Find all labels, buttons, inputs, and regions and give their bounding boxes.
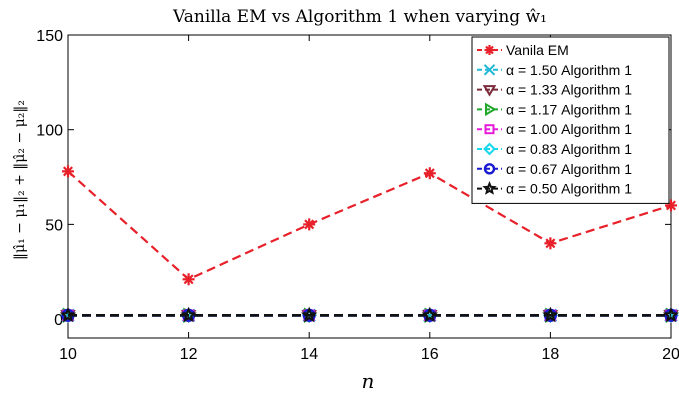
axes: 10 12 14 16 18 20 0 50 100 150 <box>36 28 679 363</box>
legend: Vanila EM α = 1.50 Algorithm 1 α = 1.33 Al… <box>471 36 670 204</box>
data-point <box>301 306 318 323</box>
y-tick-label: 100 <box>36 123 63 140</box>
legend-entry: α = 0.67 Algorithm 1 <box>477 161 632 177</box>
legend-entry: Vanila EM <box>477 42 569 58</box>
legend-marker <box>483 142 496 156</box>
legend-entry: α = 1.33 Algorithm 1 <box>477 82 632 98</box>
series-7 <box>59 306 679 323</box>
legend-label: α = 0.50 Algorithm 1 <box>506 181 632 197</box>
legend-label: α = 1.50 Algorithm 1 <box>506 62 632 78</box>
legend-entry: α = 0.83 Algorithm 1 <box>477 141 632 157</box>
x-tick-label: 20 <box>662 346 679 363</box>
y-tick-label: 0 <box>54 312 63 329</box>
legend-box <box>471 36 670 204</box>
data-point <box>303 218 316 231</box>
legend-label: α = 0.67 Algorithm 1 <box>506 161 632 177</box>
x-tick-label: 14 <box>300 346 318 363</box>
data-point <box>182 273 195 286</box>
x-tick-label: 16 <box>421 346 439 363</box>
x-axis-label: n <box>362 369 375 393</box>
data-point <box>59 306 77 323</box>
legend-label: α = 0.83 Algorithm 1 <box>506 141 632 157</box>
legend-label: α = 1.33 Algorithm 1 <box>506 82 632 98</box>
legend-marker <box>483 64 496 76</box>
legend-marker <box>482 85 497 97</box>
legend-entry: α = 1.17 Algorithm 1 <box>477 101 632 117</box>
legend-label: Vanila EM <box>506 42 569 58</box>
legend-marker <box>484 45 495 55</box>
data-point <box>423 167 436 180</box>
legend-entry: α = 0.50 Algorithm 1 <box>477 181 632 197</box>
data-point <box>62 165 74 178</box>
axes-box <box>67 34 672 339</box>
series-line <box>67 170 672 281</box>
legend-marker <box>485 102 497 117</box>
legend-label: α = 1.17 Algorithm 1 <box>506 101 632 117</box>
legend-label: α = 1.00 Algorithm 1 <box>506 121 632 137</box>
x-tick-label: 18 <box>542 346 560 363</box>
y-axis-label: ‖μ̂₁ − μ₁‖₂ + ‖μ̂₂ − μ₂‖₂ <box>12 100 28 260</box>
data-point <box>662 306 679 323</box>
legend-entry: α = 1.50 Algorithm 1 <box>477 62 632 78</box>
data-point <box>180 306 197 323</box>
series-0 <box>62 165 677 286</box>
data-point <box>421 306 438 323</box>
legend-marker <box>483 163 496 175</box>
x-tick-label: 10 <box>59 346 77 363</box>
series-layer <box>59 165 679 324</box>
y-tick-label: 150 <box>36 28 63 45</box>
chart-title: Vanilla EM vs Algorithm 1 when varying ŵ… <box>172 7 547 27</box>
data-point <box>544 237 557 250</box>
y-tick-label: 50 <box>45 217 63 234</box>
x-tick-label: 12 <box>180 346 198 363</box>
legend-marker <box>484 124 495 135</box>
data-point <box>542 306 559 323</box>
legend-entry: α = 1.00 Algorithm 1 <box>477 121 632 137</box>
legend-marker <box>482 180 497 195</box>
